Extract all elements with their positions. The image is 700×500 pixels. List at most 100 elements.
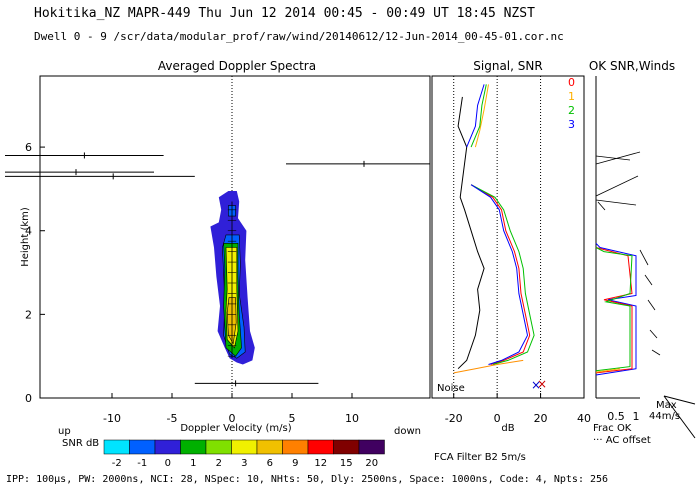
- colorbar-tick-label: -1: [137, 458, 147, 469]
- spectra-y-tick-label: 4: [25, 225, 32, 238]
- colorbar-cells: [103, 439, 385, 455]
- wind-barb-2: [595, 175, 639, 197]
- colorbar-tick-label: 15: [340, 458, 353, 469]
- ok-x-ticks: 0.5 1: [607, 410, 639, 423]
- colorbar-tick-label: 20: [365, 458, 378, 469]
- spectra-title: Averaged Doppler Spectra: [158, 59, 316, 73]
- spectra-y-tick-label: 6: [25, 141, 32, 154]
- ok-x-tick-label: 1: [633, 410, 640, 423]
- colorbar-tick-label: 6: [267, 458, 273, 469]
- ok-frac-lines: [595, 242, 637, 376]
- snr-colorbar: SNR dB -2 -1 0 1 2 3 6 9 12 15 20: [62, 438, 385, 469]
- ok-frac-line-0: [595, 242, 637, 376]
- signal-frame: [431, 75, 585, 399]
- spectra-y-label: Height (km): [20, 207, 31, 267]
- spectra-x-tick-label: -5: [167, 412, 178, 425]
- ok-frac-line-2: [595, 247, 633, 372]
- ok-legend-entry: 2: [568, 104, 575, 117]
- spectra-y-ticks: 0 2 4 6: [25, 141, 45, 405]
- max-label: Max: [656, 400, 677, 411]
- spectra-frame: [39, 75, 431, 399]
- ok-legend-entry: 1: [568, 90, 575, 103]
- spectra-error-bars: [5, 152, 430, 387]
- colorbar-cell: [180, 439, 207, 455]
- signal-snr-panel: Signal, SNR -20 0 20 40 Noise × × dB: [431, 59, 591, 434]
- colorbar-cell: [333, 439, 360, 455]
- signal-series-5: [474, 84, 489, 148]
- signal-x-label: dB: [501, 423, 514, 434]
- frac-ok-label: Frac OK: [593, 423, 632, 434]
- colorbar-cell: [154, 439, 181, 455]
- colorbar-tick-label: -2: [112, 458, 122, 469]
- max-value-label: 44m/s: [649, 411, 680, 422]
- colorbar-tick-label: 9: [292, 458, 298, 469]
- signal-x-tick-label: 0: [494, 412, 501, 425]
- colorbar-cell: [282, 439, 309, 455]
- colorbar-tick-label: 12: [314, 458, 327, 469]
- ok-legend-entry: 3: [568, 118, 575, 131]
- colorbar-cell: [358, 439, 385, 455]
- wind-barb-4: [597, 201, 606, 211]
- signal-series-3: [470, 184, 529, 365]
- fca-filter-label: FCA Filter B2 5m/s: [434, 452, 526, 463]
- signal-x-ticks: -20 0 20 40: [445, 393, 591, 425]
- max-wind-arrow: [663, 395, 696, 439]
- colorbar-cell: [307, 439, 334, 455]
- signal-dotted-lines: [453, 76, 542, 398]
- colorbar-tick-labels: -2 -1 0 1 2 3 6 9 12 15 20: [112, 458, 378, 469]
- signal-x-tick-label: 40: [577, 412, 591, 425]
- spectra-y-tick-label: 0: [25, 392, 32, 405]
- spectra-x-tick-label: 10: [345, 412, 359, 425]
- wind-barb-1: [595, 151, 641, 165]
- down-label: down: [394, 426, 421, 437]
- colorbar-tick-label: 2: [216, 458, 222, 469]
- spectra-x-ticks: -10 -5 0 5 10: [103, 393, 359, 425]
- noise-label: Noise: [437, 383, 465, 394]
- wind-barb-0: [595, 155, 631, 161]
- spectra-x-tick-label: -10: [103, 412, 121, 425]
- colorbar-cell: [231, 439, 258, 455]
- signal-series-1: [470, 184, 531, 365]
- ok-x-tick-label: 0.5: [607, 410, 625, 423]
- footer-parameters: IPP: 100µs, PW: 2000ns, NCI: 28, NSpec: …: [6, 474, 609, 485]
- up-label: up: [58, 426, 71, 437]
- signal-series-4: [453, 359, 524, 374]
- wind-barb-3: [595, 199, 637, 206]
- ok-frac-line-3: [595, 368, 621, 373]
- colorbar-cell: [129, 439, 156, 455]
- spectra-x-tick-label: 5: [289, 412, 296, 425]
- signal-x-tick-label: -20: [445, 412, 463, 425]
- ok-legend-entry: 0: [568, 76, 575, 89]
- ac-offset-label: ··· AC offset: [593, 435, 651, 446]
- colorbar-tick-label: 0: [165, 458, 171, 469]
- colorbar-cell: [205, 439, 232, 455]
- wind-barb-8: [649, 329, 658, 339]
- signal-series-2: [470, 184, 535, 365]
- signal-series-6: [470, 84, 487, 148]
- colorbar-cell: [103, 439, 130, 455]
- colorbar-label: SNR dB: [62, 438, 99, 449]
- signal-series-7: [466, 84, 485, 148]
- ok-frac-line-1: [595, 247, 633, 374]
- colorbar-tick-label: 3: [241, 458, 247, 469]
- noise-marker-red: ×: [537, 377, 547, 391]
- wind-barb-7: [647, 299, 656, 311]
- wind-barb-9: [651, 349, 661, 356]
- spectra-contours: [210, 191, 255, 365]
- spectra-x-label: Doppler Velocity (m/s): [180, 423, 291, 434]
- header-station-time: Hokitika_NZ MAPR-449 Thu Jun 12 2014 00:…: [34, 6, 535, 21]
- signal-x-tick-label: 20: [534, 412, 548, 425]
- spectra-panel: Averaged Doppler Spectra -10 -5 0 5 10 0246 …: [5, 59, 431, 437]
- ok-title: OK SNR,Winds: [589, 59, 675, 73]
- noise-marker-blue: ×: [531, 378, 541, 392]
- wind-barb-6: [644, 274, 653, 286]
- wind-barbs: [595, 151, 661, 356]
- spectra-x-tick-label: 0: [229, 412, 236, 425]
- signal-series-lines: [453, 84, 535, 374]
- signal-title: Signal, SNR: [473, 59, 542, 73]
- header-dwell-path: Dwell 0 - 9 /scr/data/modular_prof/raw/w…: [34, 30, 564, 43]
